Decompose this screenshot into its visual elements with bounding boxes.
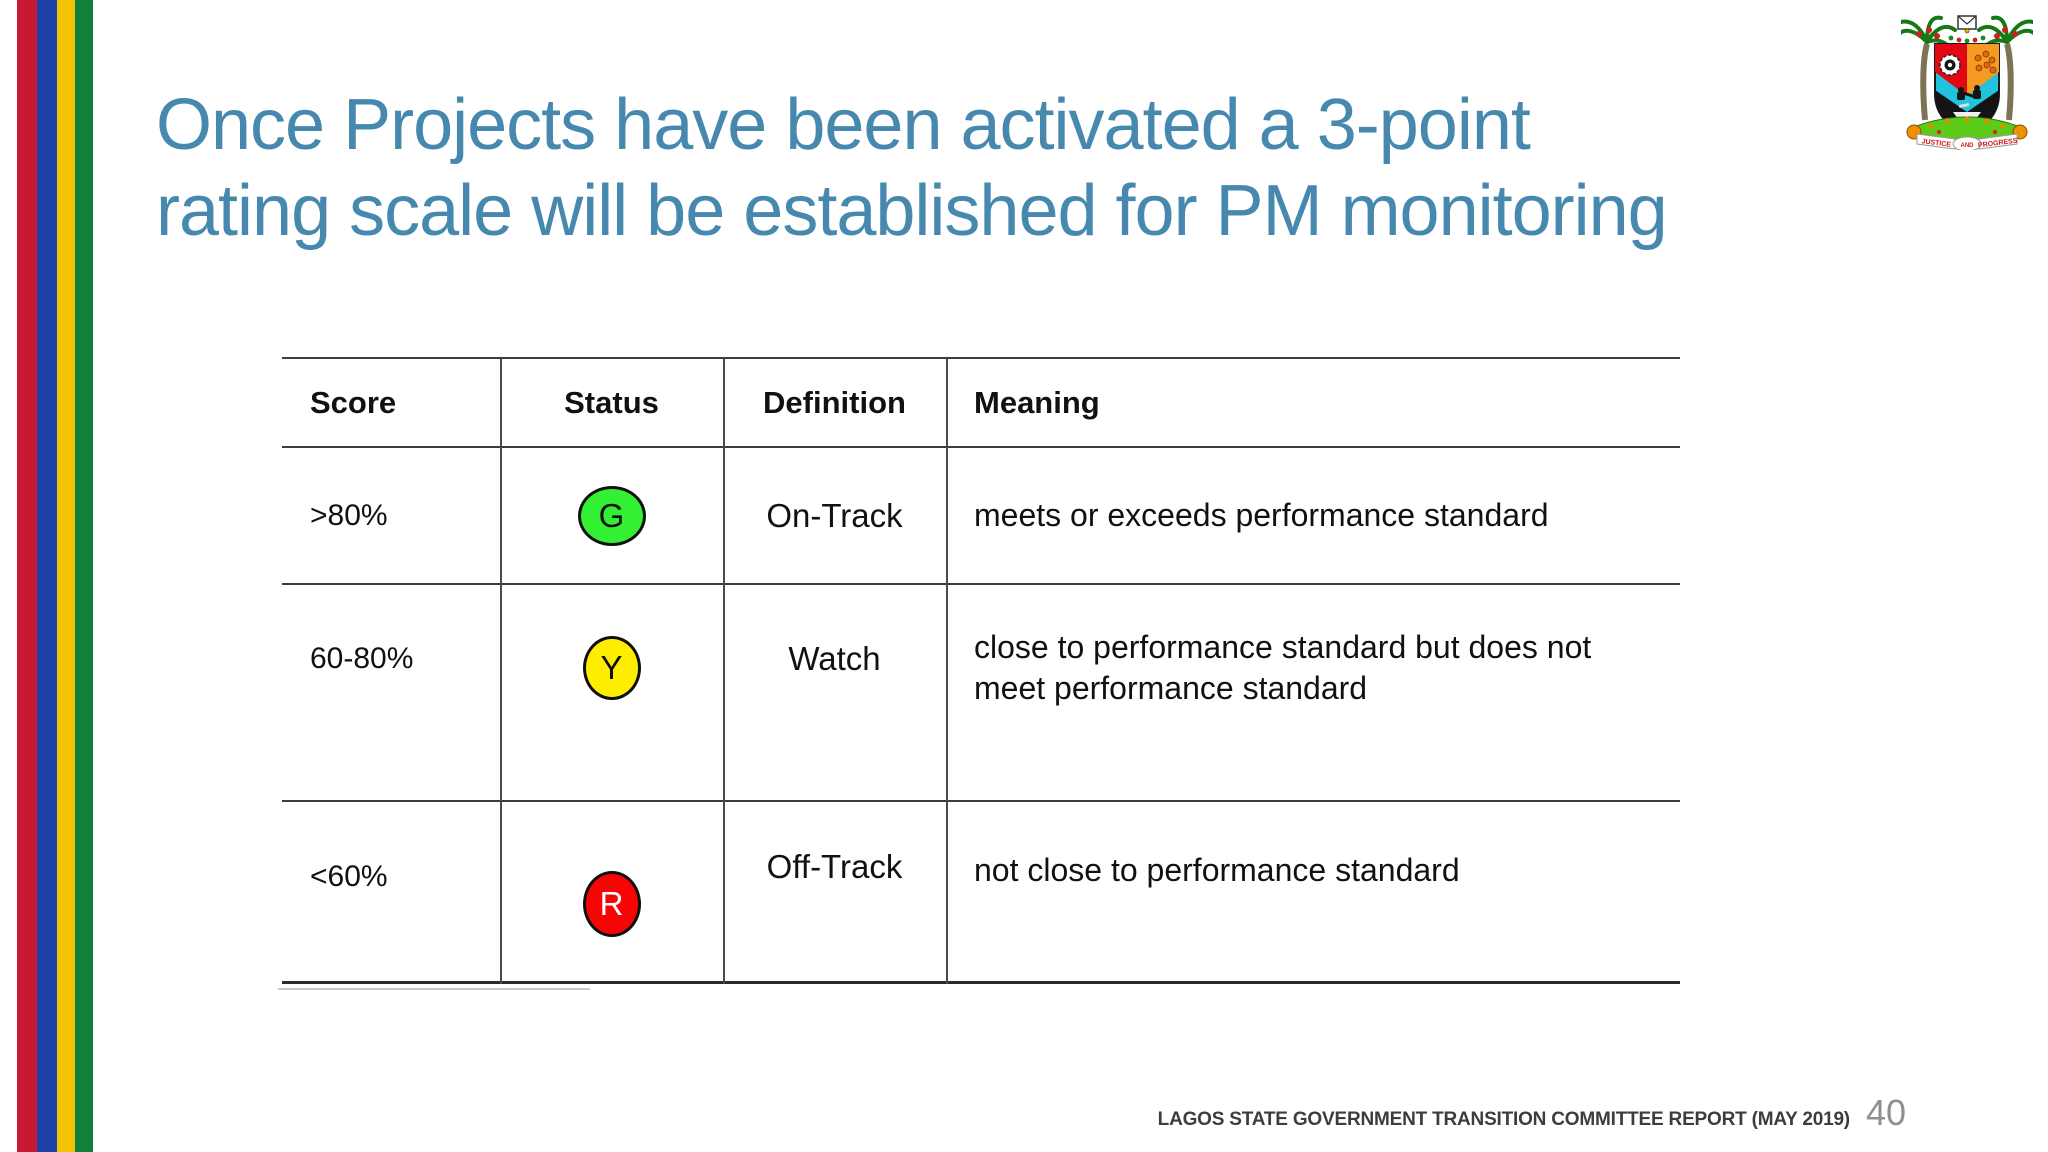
header-meaning: Meaning	[974, 384, 1100, 420]
edge-stripe-green	[75, 0, 93, 1152]
palm-tree-icon	[1977, 15, 2033, 121]
table-vertical-border	[723, 359, 725, 984]
status-cell: R	[500, 802, 723, 981]
definition-cell: Off-Track	[766, 848, 903, 885]
page-number: 40	[1865, 1092, 1906, 1133]
table-row: 60-80% Y Watch close to performance stan…	[282, 585, 1680, 802]
motto-justice: JUSTICE	[1921, 138, 1952, 149]
status-cell: G	[500, 448, 723, 583]
slide-footer: LAGOS STATE GOVERNMENT TRANSITION COMMIT…	[1158, 1092, 1906, 1134]
header-definition: Definition	[763, 384, 906, 420]
footer-report-title: LAGOS STATE GOVERNMENT TRANSITION COMMIT…	[1157, 1109, 1850, 1130]
slide-title-line2: rating scale will be established for PM …	[156, 171, 1668, 251]
crest-icon	[1957, 15, 1977, 34]
header-status: Status	[564, 384, 659, 420]
shield-icon	[1934, 43, 2000, 138]
motto-and: AND	[1961, 143, 1975, 149]
edge-stripe-red	[17, 0, 37, 1152]
edge-stripe-yellow	[57, 0, 75, 1152]
table-row: >80% G On-Track meets or exceeds perform…	[282, 448, 1680, 585]
motto-ribbon: JUSTICE AND PROGRESS	[1916, 133, 2019, 150]
edge-stripe-blue	[37, 0, 57, 1152]
table-vertical-border	[946, 359, 948, 984]
header-score: Score	[310, 384, 397, 420]
meaning-cell: not close to performance standard	[974, 852, 1460, 888]
meaning-cell: meets or exceeds performance standard	[974, 497, 1549, 533]
score-cell: <60%	[310, 860, 388, 893]
score-cell: >80%	[310, 498, 388, 532]
status-indicator-red: R	[582, 871, 641, 937]
table-vertical-border	[500, 359, 502, 984]
motto-progress: PROGRESS	[1978, 138, 2019, 150]
slide-title: Once Projects have been activated a 3-po…	[156, 82, 1916, 254]
status-indicator-green: G	[577, 485, 646, 546]
meaning-cell: close to performance standard but does n…	[974, 629, 1592, 706]
status-cell: Y	[500, 585, 723, 800]
rating-scale-table: Score Status Definition Meaning >80% G O…	[282, 357, 1680, 984]
slide-title-line1: Once Projects have been activated a 3-po…	[156, 85, 1531, 165]
table-header-row: Score Status Definition Meaning	[282, 359, 1680, 448]
status-indicator-yellow: Y	[582, 636, 641, 700]
score-cell: 60-80%	[310, 642, 414, 675]
definition-cell: Watch	[788, 640, 881, 677]
lagos-coat-of-arms-logo: JUSTICE AND PROGRESS	[1901, 15, 2033, 150]
definition-cell: On-Track	[766, 496, 903, 534]
table-row: <60% R Off-Track not close to performanc…	[282, 802, 1680, 984]
garland-icon	[1948, 35, 1986, 44]
table-shadow-line	[278, 988, 590, 990]
